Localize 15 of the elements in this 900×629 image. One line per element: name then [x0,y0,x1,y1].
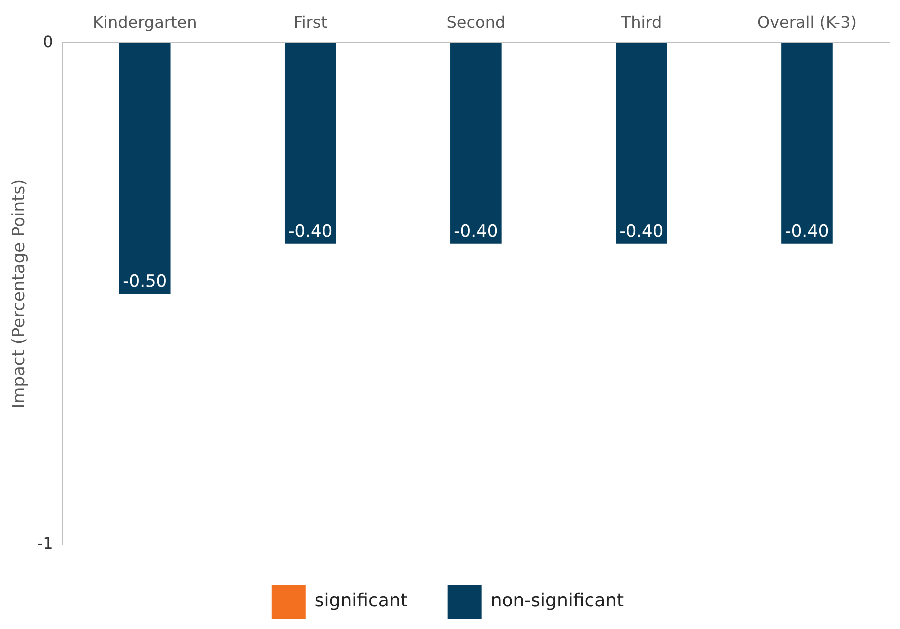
y-tick-label: -1 [37,534,54,554]
data-label: -0.40 [785,222,830,242]
x-tick-label: Third [620,12,662,32]
x-tick-label: Kindergarten [93,12,198,32]
data-label: -0.40 [620,222,664,242]
y-tick-label: 0 [43,32,54,52]
legend-label: significant [314,590,408,612]
y-axis-title: Impact (Percentage Points) [10,179,30,409]
x-tick-label: First [294,12,328,32]
data-label: -0.40 [288,222,333,242]
x-tick-label: Second [446,12,506,32]
x-tick-label: Overall (K-3) [757,12,857,32]
data-label: -0.50 [123,272,168,292]
legend-label: non-significant [490,590,624,612]
data-label: -0.40 [454,222,498,242]
